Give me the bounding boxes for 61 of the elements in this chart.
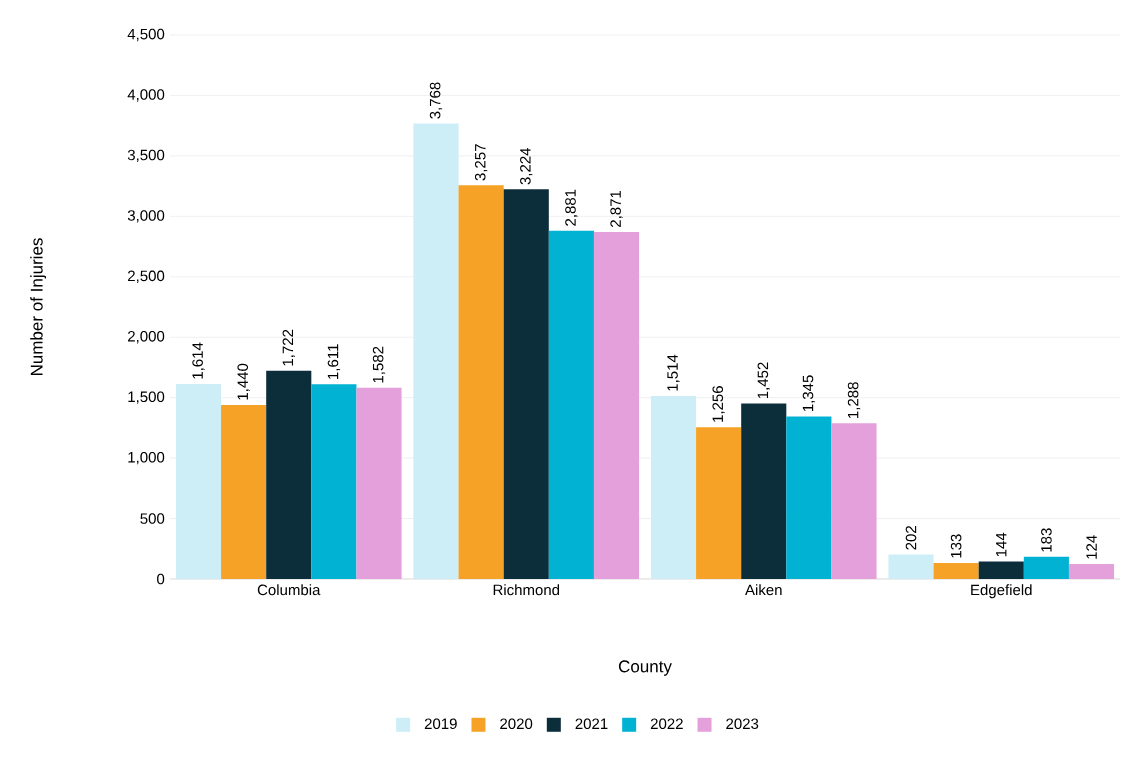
bar bbox=[786, 416, 832, 579]
bar bbox=[548, 230, 594, 579]
bar bbox=[356, 387, 402, 579]
data-label: 1,440 bbox=[237, 363, 250, 400]
bar bbox=[696, 427, 742, 579]
y-tick-label: 3,000 bbox=[127, 210, 165, 223]
x-tick-label: Columbia bbox=[257, 584, 321, 596]
bar bbox=[650, 395, 697, 579]
x-tick-label: Aiken bbox=[745, 584, 782, 596]
y-tick-label: 4,500 bbox=[127, 28, 165, 42]
data-label: 3,224 bbox=[520, 147, 533, 185]
legend-label: 2019 bbox=[424, 718, 457, 730]
bar bbox=[978, 561, 1024, 579]
bar bbox=[413, 123, 459, 579]
bar bbox=[503, 189, 549, 579]
bar bbox=[933, 562, 979, 579]
data-label: 2,881 bbox=[565, 189, 578, 226]
bar bbox=[1023, 556, 1069, 579]
y-axis-title: Number of Injuries bbox=[30, 238, 47, 376]
y-tick-label: 500 bbox=[140, 513, 165, 524]
data-label: 1,611 bbox=[327, 344, 341, 379]
y-tick-label: 2,000 bbox=[128, 331, 165, 344]
bar bbox=[831, 423, 877, 579]
bar bbox=[175, 383, 222, 579]
legend-label: 2023 bbox=[726, 718, 759, 730]
bar bbox=[741, 403, 787, 579]
data-label: 1,722 bbox=[282, 329, 295, 366]
data-label: 144 bbox=[996, 532, 1007, 557]
bar bbox=[458, 185, 504, 579]
data-label: 133 bbox=[950, 534, 962, 558]
y-tick-label: 0 bbox=[157, 573, 165, 585]
y-tick-label: 4,000 bbox=[127, 89, 165, 102]
data-label: 2,871 bbox=[610, 190, 623, 227]
data-label: 183 bbox=[1041, 528, 1052, 552]
y-tick-label: 1,000 bbox=[128, 451, 165, 465]
legend-label: 2021 bbox=[575, 718, 608, 730]
data-label: 1,514 bbox=[667, 354, 680, 391]
data-label: 3,257 bbox=[474, 144, 488, 181]
data-label: 202 bbox=[905, 526, 917, 550]
x-axis-title: County bbox=[618, 660, 672, 676]
legend-label: 2022 bbox=[650, 718, 683, 730]
bar bbox=[221, 404, 267, 579]
data-label: 3,768 bbox=[429, 82, 443, 119]
bar bbox=[593, 231, 640, 579]
y-tick-label: 3,500 bbox=[127, 149, 165, 163]
data-label: 1,345 bbox=[802, 375, 816, 412]
bar bbox=[266, 370, 312, 579]
bar bbox=[311, 384, 357, 579]
x-tick-label: Edgefield bbox=[971, 584, 1032, 599]
data-label: 1,288 bbox=[847, 382, 861, 418]
bar bbox=[888, 554, 934, 579]
bar bbox=[1068, 564, 1115, 579]
x-tick-label: Richmond bbox=[493, 584, 560, 596]
legend-label: 2020 bbox=[500, 718, 533, 730]
data-label: 1,452 bbox=[757, 362, 770, 399]
data-label: 1,256 bbox=[712, 386, 725, 422]
y-tick-label: 2,500 bbox=[128, 270, 165, 283]
data-label: 124 bbox=[1086, 535, 1097, 559]
data-label: 1,582 bbox=[372, 346, 386, 383]
data-label: 1,614 bbox=[192, 342, 205, 379]
y-tick-label: 1,500 bbox=[128, 391, 165, 404]
